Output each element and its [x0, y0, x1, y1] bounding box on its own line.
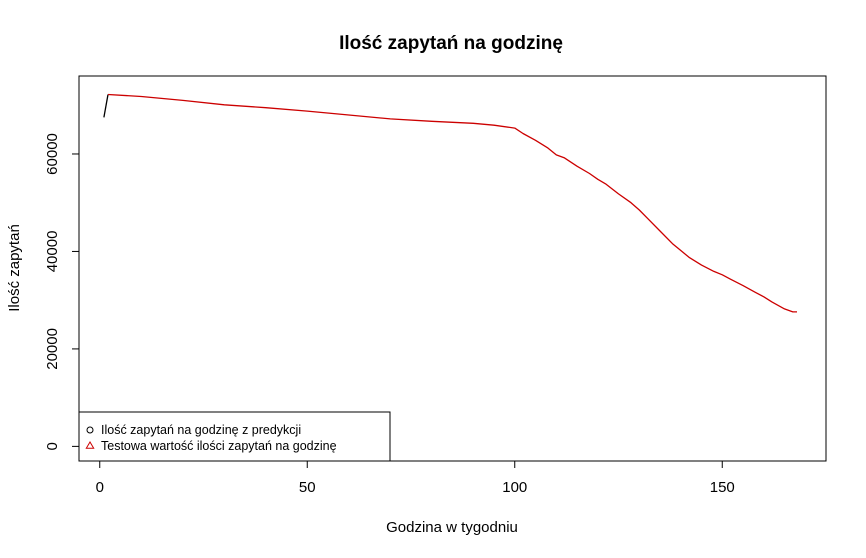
legend-entry-test: Testowa wartość ilości zapytań na godzin… [101, 439, 337, 453]
x-tick-label: 150 [710, 479, 735, 496]
legend-circle-icon [86, 426, 94, 434]
x-tick-label: 50 [299, 479, 316, 496]
legend: Ilość zapytań na godzinę z predykcji Tes… [78, 411, 391, 462]
legend-box [78, 411, 391, 462]
y-axis-label: Ilość zapytań [6, 224, 23, 312]
plot-area [78, 75, 827, 462]
y-tick-label: 0 [44, 442, 61, 450]
y-tick-label: 60000 [44, 133, 61, 175]
y-axis: 0 20000 40000 60000 [44, 133, 80, 451]
series-line-predicted [103, 94, 109, 118]
series-line-test [107, 93, 797, 313]
x-axis: 0 50 100 150 [96, 460, 735, 496]
y-tick-label: 40000 [44, 231, 61, 273]
series-layer [103, 93, 797, 313]
x-tick-label: 0 [96, 479, 104, 496]
legend-triangle-icon [85, 441, 95, 449]
chart-title: Ilość zapytań na godzinę [339, 33, 563, 54]
legend-entry-predicted: Ilość zapytań na godzinę z predykcji [101, 423, 301, 437]
x-axis-label: Godzina w tygodniu [386, 519, 518, 536]
x-tick-label: 100 [502, 479, 527, 496]
y-tick-label: 20000 [44, 328, 61, 370]
